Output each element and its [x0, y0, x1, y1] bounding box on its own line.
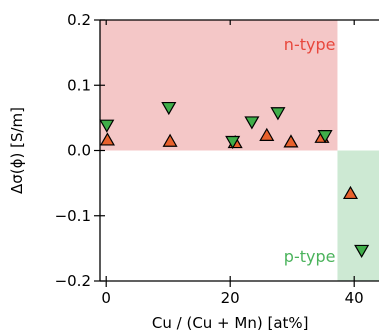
data-point-triangle-down	[317, 130, 333, 144]
region-n-type	[100, 20, 338, 151]
x-tick-label: 0	[101, 289, 111, 307]
data-point-triangle-up	[259, 127, 275, 141]
y-tick-label: 0.0	[67, 142, 91, 160]
data-point-triangle-up	[283, 134, 299, 148]
y-tick-label: −0.1	[55, 207, 91, 225]
ticks: −0.2 −0.1 0.0 0.1 0.2 0 20 40	[55, 11, 364, 307]
region-label-p-type: p-type	[284, 247, 336, 266]
shaded-regions	[100, 20, 379, 281]
y-tick-label: 0.2	[67, 11, 91, 29]
data-point-triangle-down	[354, 244, 370, 259]
data-point-triangle-down	[99, 119, 115, 133]
data-point-triangle-up	[162, 133, 178, 147]
data-points	[99, 101, 370, 259]
y-axis-label: Δσ(ϕ) [S/m]	[8, 107, 26, 194]
data-point-triangle-up	[342, 185, 359, 200]
data-point-triangle-up	[99, 132, 115, 146]
data-point-triangle-down	[161, 101, 177, 116]
x-tick-label: 40	[345, 289, 364, 307]
x-axis-label: Cu / (Cu + Mn) [at%]	[152, 314, 309, 332]
data-point-triangle-down	[244, 116, 260, 130]
region-label-n-type: n-type	[284, 35, 336, 54]
x-tick-label: 20	[221, 289, 240, 307]
y-tick-label: −0.2	[55, 272, 91, 290]
y-tick-label: 0.1	[67, 76, 91, 94]
data-point-triangle-down	[225, 135, 241, 150]
region-p-type	[337, 150, 379, 281]
data-point-triangle-down	[270, 107, 286, 121]
labels: n-type p-type Cu / (Cu + Mn) [at%] Δσ(ϕ) [S…	[8, 35, 335, 332]
